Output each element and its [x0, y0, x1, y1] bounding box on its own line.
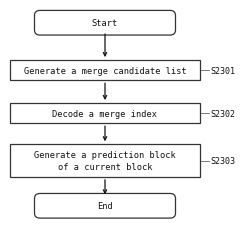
Text: S2301: S2301: [211, 66, 236, 75]
Text: Generate a merge candidate list: Generate a merge candidate list: [24, 66, 186, 75]
Text: End: End: [97, 201, 113, 210]
FancyBboxPatch shape: [34, 11, 176, 36]
Text: S2302: S2302: [211, 109, 236, 118]
FancyBboxPatch shape: [10, 61, 200, 81]
Text: Generate a prediction block
of a current block: Generate a prediction block of a current…: [34, 150, 176, 172]
Text: S2303: S2303: [211, 156, 236, 165]
Text: Decode a merge index: Decode a merge index: [52, 109, 158, 118]
FancyBboxPatch shape: [34, 194, 176, 218]
FancyBboxPatch shape: [10, 145, 200, 177]
FancyBboxPatch shape: [10, 104, 200, 124]
Text: Start: Start: [92, 19, 118, 28]
